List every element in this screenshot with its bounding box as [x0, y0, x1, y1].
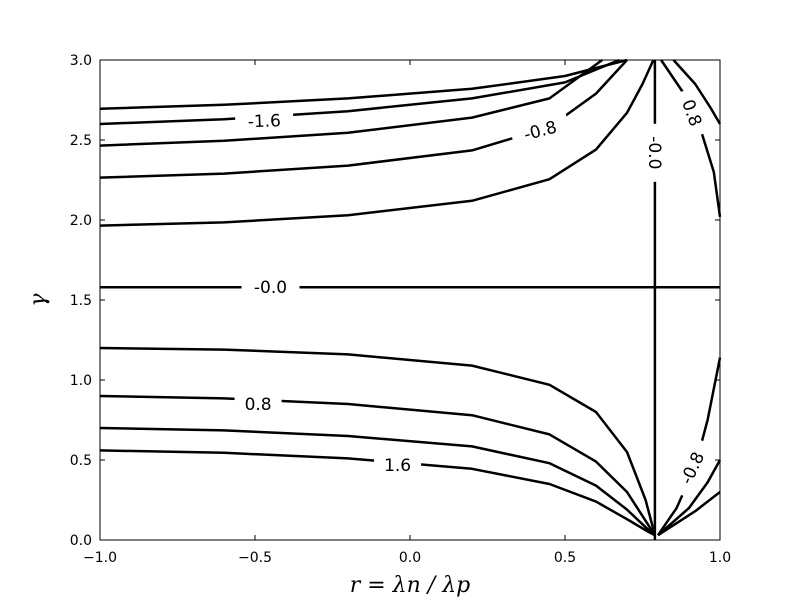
contour-line [99, 346, 657, 536]
contour-label: 0.8 [234, 393, 282, 415]
contour-label-text: -0.0 [254, 278, 287, 298]
x-tick-label: 1.0 [709, 550, 731, 566]
contour-line [99, 59, 628, 179]
contour-label-gap [509, 112, 572, 149]
x-tick-label: 0.0 [399, 550, 421, 566]
contour-label-gap [374, 453, 422, 476]
contour-line [99, 449, 656, 537]
y-tick-label: 1.5 [70, 293, 92, 309]
contour-label-gap [241, 276, 300, 299]
contour-label: 1.6 [374, 453, 422, 476]
y-tick-label: 3.0 [70, 53, 92, 69]
x-tick-label: −1.0 [83, 550, 117, 566]
y-axis-label: γ [26, 293, 51, 307]
y-tick-label: 1.0 [70, 373, 92, 389]
contour-label: -0.0 [241, 276, 300, 299]
x-tick-label: −0.5 [238, 550, 272, 566]
contour-line [99, 59, 655, 227]
contour-label-text: -0.0 [644, 136, 664, 169]
y-tick-label: 2.0 [70, 213, 92, 229]
contour-line [657, 459, 722, 537]
contour-line [99, 58, 603, 147]
contour-label: -1.6 [234, 108, 294, 133]
contour-label-gap [669, 437, 715, 499]
x-axis-label: r = λn / λp [350, 573, 470, 598]
y-tick-label: 0.0 [70, 533, 92, 549]
y-tick-label: 0.5 [70, 453, 92, 469]
contour-line [657, 491, 721, 537]
contour-label-text: -1.6 [247, 111, 281, 132]
contour-label-text: 0.8 [245, 395, 272, 415]
y-tick-label: 2.5 [70, 133, 92, 149]
contour-line [99, 58, 620, 126]
x-tick-label: 0.5 [554, 550, 576, 566]
axis-ticks: −1.0 −0.5 0.0 0.5 1.0 0.0 0.5 1.0 1.5 2.0 2.5 3.0 [70, 53, 731, 566]
contour-line [99, 58, 628, 111]
contour-label-gap [643, 123, 666, 182]
contour-label-gap [234, 393, 282, 415]
contour-line [672, 59, 722, 125]
contour-label: -0.0 [643, 123, 666, 182]
contour-label-gap [673, 86, 711, 139]
contour-line [99, 426, 656, 537]
contour-label-gap [234, 108, 294, 133]
contour-label-text: 1.6 [384, 456, 411, 476]
